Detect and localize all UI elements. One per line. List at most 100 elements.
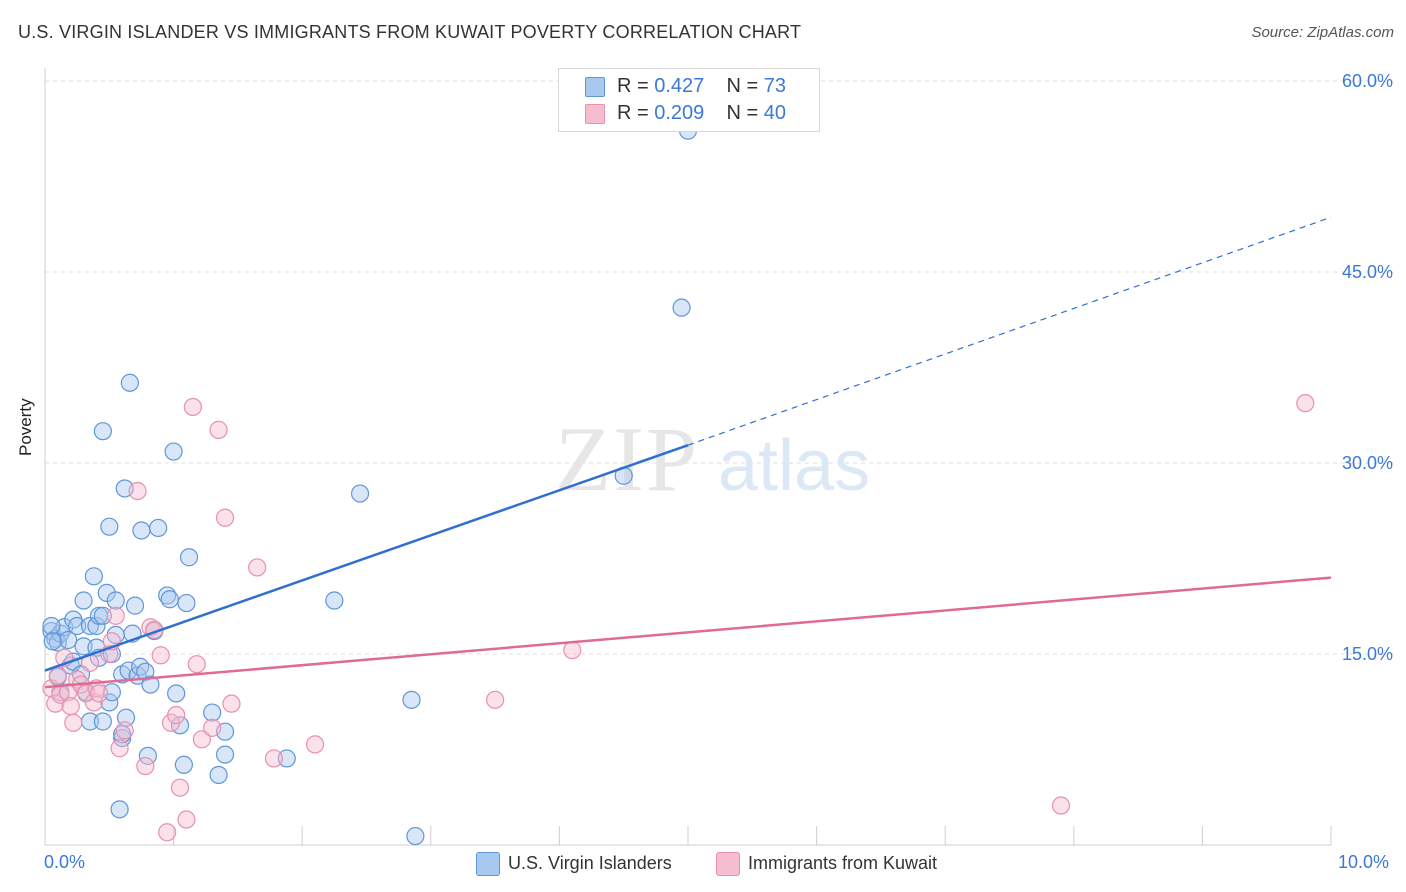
- y-tick-label: 30.0%: [1342, 453, 1393, 473]
- data-point-series2: [563, 641, 582, 660]
- data-point-series1: [174, 755, 193, 774]
- y-tick-layer: 15.0% 30.0% 45.0% 60.0%: [1342, 71, 1393, 664]
- data-point-series2: [203, 718, 222, 737]
- data-point-series1: [42, 616, 61, 636]
- data-point-series1: [125, 596, 145, 615]
- trend-extension-series1: [687, 216, 1332, 446]
- data-point-series2: [248, 558, 267, 577]
- data-point-series1: [672, 298, 691, 317]
- data-point-series2: [183, 397, 202, 417]
- data-point-series1: [149, 518, 168, 538]
- trend-layer: [44, 216, 1332, 689]
- data-point-series1: [106, 591, 125, 610]
- data-point-series2: [48, 666, 67, 685]
- data-point-series1: [160, 590, 179, 609]
- legend: R = 0.427 N = 73 R = 0.209 N = 40: [558, 68, 820, 132]
- data-point-series1: [209, 765, 228, 785]
- data-point-series2: [170, 778, 190, 797]
- data-point-series1: [402, 690, 421, 709]
- y-tick-label: 15.0%: [1342, 644, 1393, 664]
- data-point-series1: [80, 616, 100, 636]
- data-point-series1: [100, 517, 119, 536]
- watermark-zip: ZIP: [555, 408, 699, 510]
- legend-r-label-2: R =: [617, 102, 649, 124]
- points-layer: [42, 121, 1315, 846]
- data-point-series1: [177, 593, 196, 613]
- chart-title: U.S. VIRGIN ISLANDER VS IMMIGRANTS FROM …: [18, 22, 802, 42]
- data-point-series2: [209, 420, 228, 439]
- data-point-series1: [93, 606, 112, 625]
- data-point-series1: [102, 683, 121, 702]
- data-point-series2: [486, 690, 505, 709]
- data-point-series1: [350, 484, 370, 503]
- legend-n-value-1: 73: [763, 75, 787, 97]
- data-point-series1: [132, 521, 151, 540]
- data-point-series1: [131, 657, 150, 676]
- data-point-series1: [277, 749, 296, 768]
- data-point-series2: [110, 739, 129, 758]
- data-point-series1: [203, 703, 222, 722]
- data-point-series2: [64, 713, 83, 732]
- y-tick-label: 60.0%: [1342, 71, 1393, 91]
- y-tick-label: 45.0%: [1342, 262, 1393, 282]
- bottom-legend-swatch-series1: [476, 852, 500, 876]
- data-point-series2: [177, 810, 196, 829]
- data-point-series2: [187, 655, 206, 674]
- data-point-series2: [305, 735, 325, 754]
- data-point-series1: [110, 800, 129, 819]
- data-point-series1: [74, 591, 93, 610]
- y-axis-label: Poverty: [16, 398, 35, 456]
- watermark: ZIP atlas: [555, 408, 870, 510]
- data-point-series1: [141, 675, 160, 694]
- data-point-series2: [1296, 394, 1315, 413]
- legend-n-label-2: N =: [726, 102, 759, 124]
- bottom-legend-label-series2: Immigrants from Kuwait: [748, 853, 938, 873]
- data-point-series2: [61, 697, 80, 716]
- trend-line-series2: [44, 576, 1332, 689]
- data-point-series1: [93, 712, 112, 731]
- data-point-series1: [93, 422, 112, 441]
- bottom-legend-label-series1: U.S. Virgin Islanders: [508, 853, 672, 873]
- data-point-series2: [115, 721, 134, 740]
- legend-swatch-series1: [585, 77, 605, 97]
- source-label: Source: ZipAtlas.com: [1251, 24, 1394, 41]
- axes-layer: [44, 68, 1332, 846]
- data-point-series2: [192, 730, 211, 749]
- legend-r-value-1: 0.427: [654, 75, 705, 97]
- data-point-series2: [158, 823, 177, 842]
- x-tick-label-max: 10.0%: [1338, 852, 1390, 872]
- data-point-series1: [215, 745, 235, 764]
- legend-r-label-1: R =: [617, 75, 649, 97]
- watermark-atlas: atlas: [718, 426, 870, 506]
- data-point-series1: [325, 591, 344, 610]
- bottom-legend-swatch-series2: [716, 852, 740, 876]
- data-point-series2: [46, 694, 65, 713]
- data-point-series1: [179, 548, 199, 567]
- grid-layer: [45, 80, 1393, 655]
- data-point-series2: [1051, 796, 1071, 815]
- data-point-series1: [167, 684, 186, 703]
- data-point-series2: [151, 646, 170, 665]
- data-point-series2: [128, 481, 147, 501]
- x-tick-label-min: 0.0%: [44, 852, 86, 872]
- legend-n-label-1: N =: [726, 75, 759, 97]
- data-point-series1: [68, 616, 87, 636]
- data-point-series2: [136, 756, 155, 776]
- data-point-series1: [406, 826, 425, 846]
- data-point-series1: [74, 637, 93, 656]
- data-point-series2: [167, 706, 186, 725]
- data-point-series2: [106, 606, 125, 625]
- legend-r-value-2: 0.209: [654, 102, 705, 124]
- data-point-series1: [43, 632, 62, 651]
- data-point-series2: [215, 508, 235, 527]
- data-point-series2: [264, 749, 284, 768]
- data-point-series1: [120, 373, 139, 392]
- legend-swatch-series2: [585, 104, 605, 124]
- data-point-series1: [84, 567, 103, 586]
- data-point-series2: [222, 694, 241, 713]
- trend-line-series1: [44, 443, 689, 672]
- data-point-series2: [84, 693, 103, 712]
- legend-n-value-2: 40: [763, 102, 787, 124]
- data-point-series1: [59, 630, 78, 650]
